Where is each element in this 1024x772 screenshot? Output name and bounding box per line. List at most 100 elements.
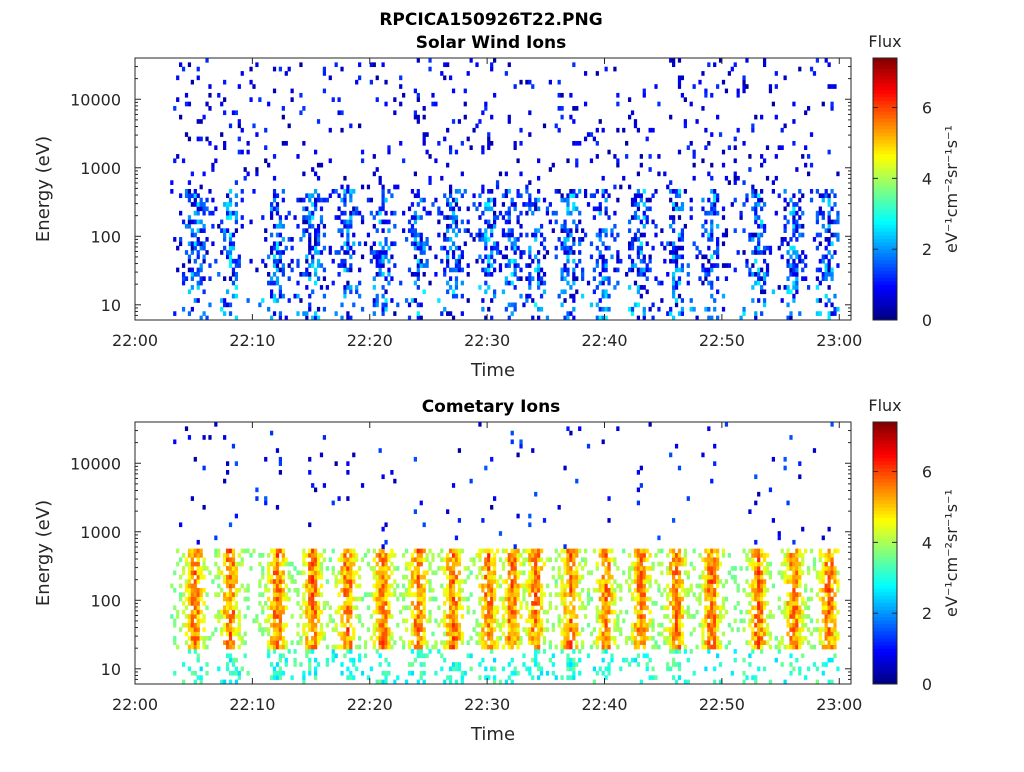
spectrogram-cell — [226, 566, 229, 571]
spectrogram-cell — [713, 614, 716, 619]
spectrogram-cell — [443, 307, 446, 312]
spectrogram-cell — [569, 193, 572, 198]
spectrogram-cell — [546, 557, 549, 562]
spectrogram-cell — [326, 658, 329, 663]
spectrogram-cell — [537, 627, 540, 632]
spectrogram-cell — [381, 202, 384, 207]
spectrogram-cell — [499, 584, 502, 589]
spectrogram-cell — [563, 614, 566, 619]
spectrogram-cell — [276, 584, 279, 589]
spectrogram-cell — [470, 653, 473, 658]
spectrogram-cell — [452, 575, 455, 580]
spectrogram-cell — [340, 619, 343, 624]
spectrogram-cell — [440, 259, 443, 264]
spectrogram-cell — [578, 211, 581, 216]
spectrogram-cell — [654, 640, 657, 645]
spectrogram-cell — [643, 597, 646, 602]
spectrogram-cell — [311, 193, 314, 198]
spectrogram-cell — [522, 653, 525, 658]
spectrogram-cell — [596, 206, 599, 211]
spectrogram-cell — [634, 610, 637, 615]
spectrogram-cell — [737, 176, 740, 181]
spectrogram-cell — [235, 575, 238, 580]
spectrogram-cell — [763, 246, 766, 251]
spectrogram-cell — [293, 215, 296, 220]
spectrogram-cell — [279, 220, 282, 225]
spectrogram-cell — [607, 610, 610, 615]
spectrogram-cell — [742, 627, 745, 632]
spectrogram-cell — [490, 597, 493, 602]
spectrogram-cell — [584, 233, 587, 238]
spectrogram-cell — [434, 570, 437, 575]
spectrogram-cell — [816, 189, 819, 194]
spectrogram-cell — [786, 250, 789, 255]
spectrogram-cell — [226, 250, 229, 255]
spectrogram-cell — [566, 653, 569, 658]
spectrogram-cell — [522, 597, 525, 602]
spectrogram-cell — [560, 303, 563, 308]
spectrogram-cell — [455, 224, 458, 229]
spectrogram-cell — [452, 636, 455, 641]
spectrogram-cell — [311, 605, 314, 610]
spectrogram-cell — [211, 198, 214, 203]
spectrogram-cell — [505, 255, 508, 260]
spectrogram-cell — [293, 588, 296, 593]
y-tick-label: 1000 — [80, 159, 121, 178]
spectrogram-cell — [649, 307, 652, 312]
spectrogram-cell — [235, 272, 238, 277]
spectrogram-cell — [681, 557, 684, 562]
spectrogram-cell — [722, 605, 725, 610]
spectrogram-cell — [202, 557, 205, 562]
spectrogram-cell — [669, 259, 672, 264]
spectrogram-cell — [197, 632, 200, 637]
spectrogram-cell — [657, 154, 660, 159]
spectrogram-cell — [305, 193, 308, 198]
spectrogram-cell — [499, 268, 502, 273]
spectrogram-cell — [725, 276, 728, 281]
spectrogram-cell — [663, 172, 666, 177]
spectrogram-cell — [710, 224, 713, 229]
spectrogram-cell — [373, 592, 376, 597]
spectrogram-cell — [640, 553, 643, 558]
spectrogram-cell — [229, 566, 232, 571]
spectrogram-cell — [822, 198, 825, 203]
spectrogram-cell — [379, 259, 382, 264]
spectrogram-cell — [772, 102, 775, 107]
spectrogram-cell — [763, 250, 766, 255]
spectrogram-cell — [731, 67, 734, 72]
spectrogram-cell — [273, 588, 276, 593]
spectrogram-cell — [458, 605, 461, 610]
spectrogram-cell — [836, 215, 839, 220]
spectrogram-cell — [516, 453, 519, 458]
spectrogram-cell — [381, 259, 384, 264]
spectrogram-cell — [414, 557, 417, 562]
spectrogram-cell — [584, 562, 587, 567]
spectrogram-cell — [637, 268, 640, 273]
spectrogram-cell — [279, 632, 282, 637]
spectrogram-cell — [446, 592, 449, 597]
spectrogram-cell — [452, 220, 455, 225]
spectrogram-cell — [317, 592, 320, 597]
spectrogram-cell — [384, 102, 387, 107]
spectrogram-cell — [452, 553, 455, 558]
spectrogram-cell — [804, 163, 807, 168]
spectrogram-cell — [572, 675, 575, 680]
spectrogram-cell — [537, 281, 540, 286]
spectrogram-cell — [566, 645, 569, 650]
spectrogram-cell — [581, 627, 584, 632]
spectrogram-cell — [211, 632, 214, 637]
spectrogram-cell — [519, 268, 522, 273]
spectrogram-cell — [379, 566, 382, 571]
spectrogram-cell — [572, 237, 575, 242]
spectrogram-cell — [660, 549, 663, 554]
spectrogram-cell — [534, 579, 537, 584]
spectrogram-cell — [285, 605, 288, 610]
spectrogram-cell — [493, 627, 496, 632]
spectrogram-cell — [602, 671, 605, 676]
spectrogram-cell — [434, 198, 437, 203]
spectrogram-cell — [194, 645, 197, 650]
spectrogram-cell — [540, 233, 543, 238]
spectrogram-cell — [499, 531, 502, 536]
spectrogram-cell — [649, 255, 652, 260]
spectrogram-cell — [499, 172, 502, 177]
